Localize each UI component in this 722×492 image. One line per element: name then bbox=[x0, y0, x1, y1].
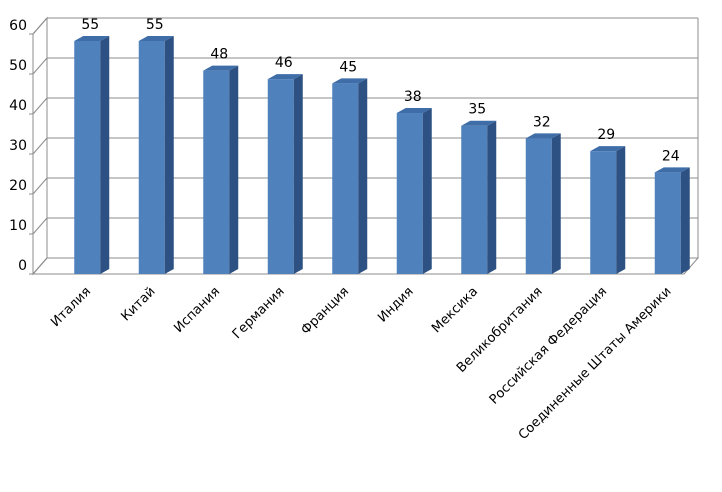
x-category-label: Индия bbox=[375, 284, 416, 325]
data-label: 48 bbox=[210, 47, 228, 63]
data-label: 29 bbox=[597, 127, 615, 143]
x-category-label: Китай bbox=[119, 284, 159, 324]
data-label: 55 bbox=[81, 17, 99, 33]
y-tick-label: 50 bbox=[9, 58, 27, 74]
y-axis-ticks: 0 10 20 30 40 50 60 bbox=[9, 18, 33, 275]
y-tick-label: 0 bbox=[18, 258, 27, 274]
bar bbox=[332, 83, 359, 274]
bar bbox=[396, 113, 423, 274]
x-axis-labels: Италия Китай Испания Германия Франция Индия Ме… bbox=[48, 284, 674, 443]
bar-side bbox=[100, 36, 110, 274]
gridline-diagonal bbox=[32, 257, 48, 275]
data-label: 35 bbox=[468, 102, 486, 118]
bar bbox=[654, 172, 681, 274]
y-tick-label: 10 bbox=[9, 218, 27, 234]
bar-side bbox=[293, 74, 303, 274]
bar-side bbox=[422, 108, 432, 274]
gridline-diagonal bbox=[32, 57, 48, 75]
bar-top bbox=[461, 120, 497, 126]
gridline-diagonal bbox=[32, 137, 48, 155]
bar bbox=[525, 138, 552, 274]
bar-top bbox=[396, 108, 432, 114]
y-tick-label: 20 bbox=[9, 178, 27, 194]
x-category-label: Мексика bbox=[429, 284, 481, 336]
bar bbox=[461, 125, 488, 275]
data-label: 46 bbox=[275, 55, 293, 71]
bar bbox=[74, 41, 101, 274]
x-category-label: Испания bbox=[171, 284, 223, 336]
gridline-diagonal bbox=[32, 97, 48, 115]
data-label: 32 bbox=[533, 114, 551, 130]
bar-top bbox=[525, 133, 561, 139]
bar-top bbox=[203, 65, 239, 71]
x-category-label: Италия bbox=[48, 284, 94, 330]
bar-side bbox=[358, 78, 368, 274]
gridline-diagonal bbox=[32, 17, 48, 35]
gridline-diagonal bbox=[32, 177, 48, 195]
gridline-diagonal bbox=[32, 217, 48, 235]
bar-side bbox=[229, 65, 239, 275]
bar bbox=[203, 70, 230, 275]
bar-top bbox=[332, 78, 368, 84]
bar-side bbox=[616, 146, 626, 274]
bar-top bbox=[74, 36, 110, 41]
bar-side bbox=[551, 133, 561, 274]
bars bbox=[74, 36, 690, 275]
bar-top bbox=[138, 36, 174, 41]
bar bbox=[267, 79, 294, 274]
bar-side bbox=[164, 36, 174, 274]
bar-side bbox=[680, 167, 690, 274]
x-category-label: Германия bbox=[230, 284, 288, 342]
x-category-label: Франция bbox=[298, 284, 352, 338]
data-label: 55 bbox=[146, 17, 164, 33]
bar bbox=[138, 41, 165, 274]
bar-top bbox=[267, 74, 303, 80]
bar-top bbox=[654, 167, 690, 173]
bar-top bbox=[590, 146, 626, 152]
data-label: 24 bbox=[662, 148, 680, 164]
bar-side bbox=[487, 120, 497, 275]
y-tick-label: 30 bbox=[9, 138, 27, 154]
bar bbox=[590, 151, 617, 274]
y-tick-label: 60 bbox=[9, 18, 27, 34]
data-label: 38 bbox=[404, 89, 422, 105]
data-label: 45 bbox=[339, 59, 357, 75]
data-labels: 55 55 48 46 45 38 35 32 29 24 bbox=[81, 17, 679, 164]
x-category-label: Российская Федерация bbox=[487, 284, 610, 407]
y-tick-label: 40 bbox=[9, 98, 27, 114]
